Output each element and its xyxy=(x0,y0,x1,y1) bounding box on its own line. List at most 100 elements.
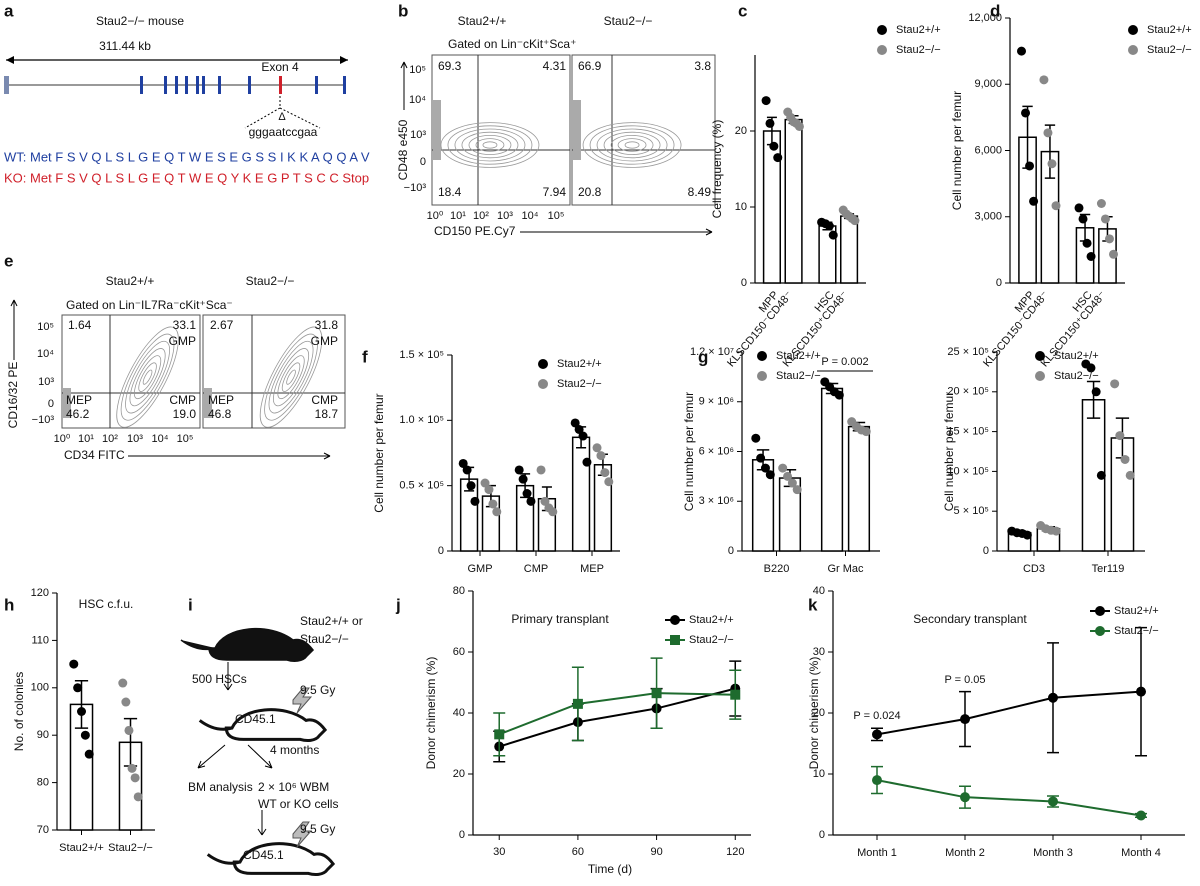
data-point xyxy=(1043,128,1053,138)
label: 20 × 10⁵ xyxy=(947,386,989,398)
label: BM analysis xyxy=(188,780,253,794)
data-point xyxy=(1039,75,1049,85)
label: −10³ xyxy=(404,182,427,194)
data-point xyxy=(1115,431,1125,441)
data-point xyxy=(596,451,606,461)
marker xyxy=(1048,692,1058,703)
contour xyxy=(116,326,179,428)
label: Secondary transplant xyxy=(913,612,1027,626)
legend-marker xyxy=(538,379,548,389)
label: 2.67 xyxy=(210,318,234,332)
data-point xyxy=(592,443,602,453)
data-point xyxy=(518,474,528,484)
label: 10³ xyxy=(497,210,513,222)
legend-marker xyxy=(877,25,887,35)
plot-frame xyxy=(571,54,716,206)
mouse xyxy=(206,842,336,877)
data-point xyxy=(834,390,844,400)
label: Stau2−/− xyxy=(776,370,821,382)
data-point xyxy=(466,481,476,491)
label: 500 HSCs xyxy=(192,672,247,686)
label: 8.49 xyxy=(688,185,712,199)
label: Stau2+/+ xyxy=(557,358,602,370)
data-point xyxy=(130,773,140,783)
label: 19.0 xyxy=(173,407,197,421)
label: 9.5 Gy xyxy=(300,822,335,836)
contour xyxy=(129,348,166,407)
label: 10⁵ xyxy=(177,433,194,445)
contour xyxy=(268,340,314,414)
contour xyxy=(133,355,162,400)
contour xyxy=(454,128,526,162)
label: 0 xyxy=(459,829,465,841)
label: 3 × 10⁶ xyxy=(699,495,734,507)
label: 40 xyxy=(813,585,825,597)
data-point xyxy=(462,465,472,475)
legend-marker xyxy=(757,371,767,381)
label: 10⁴ xyxy=(152,433,169,445)
label: Donor chimerism (%) xyxy=(807,657,821,770)
data-point xyxy=(1086,252,1096,261)
data-point xyxy=(514,465,524,475)
label: 25 × 10⁵ xyxy=(947,346,989,358)
label: 100 xyxy=(31,682,49,694)
label: CD48 e450 xyxy=(396,119,410,180)
marker xyxy=(872,775,882,786)
contour xyxy=(610,134,654,155)
label: Cell frequency (%) xyxy=(710,120,724,219)
label: 2 × 10⁶ WBM xyxy=(258,780,329,794)
legend-marker xyxy=(1035,351,1045,361)
label: Stau2−/− xyxy=(557,378,602,390)
data-point xyxy=(540,496,550,506)
label: 90 xyxy=(37,729,49,741)
data-point xyxy=(600,468,610,478)
label: Cell number per femur xyxy=(942,392,956,511)
legend-marker xyxy=(1035,371,1045,381)
label: 1.2 × 10⁷ xyxy=(690,346,734,358)
data-point xyxy=(1086,363,1096,373)
contour xyxy=(582,122,682,168)
axis-arrow xyxy=(400,61,408,110)
legend-marker xyxy=(877,45,887,55)
marker xyxy=(872,729,882,740)
contour xyxy=(447,125,533,165)
label: 120 xyxy=(31,587,49,599)
label: 20 xyxy=(735,125,747,137)
plot-frame xyxy=(202,314,346,429)
label: 30 xyxy=(493,846,505,858)
data-point xyxy=(536,465,546,475)
contour xyxy=(281,362,301,392)
label: h xyxy=(4,595,14,614)
label: 10⁴ xyxy=(37,348,54,360)
label: Stau2−/− xyxy=(246,274,295,288)
data-point xyxy=(760,463,770,473)
label: Stau2+/+ xyxy=(689,614,734,626)
data-point xyxy=(1029,196,1039,206)
data-point xyxy=(1091,387,1101,397)
label: GMP xyxy=(169,334,196,348)
label: 3.8 xyxy=(694,59,711,73)
data-point xyxy=(480,478,490,488)
legend-marker xyxy=(670,635,680,645)
label: 10⁵ xyxy=(37,321,54,333)
contour xyxy=(475,138,505,152)
label: Stau2+/+ xyxy=(59,842,104,854)
series-line xyxy=(876,690,1142,736)
label: 33.1 xyxy=(173,318,197,332)
label: Primary transplant xyxy=(511,612,609,626)
plot-frame xyxy=(61,314,201,429)
label: 46.8 xyxy=(208,407,232,421)
label: 40 xyxy=(453,707,465,719)
label: 3,000 xyxy=(974,211,1002,223)
label: KO: Met F S V Q L S L G E Q T W E Q Y K … xyxy=(4,170,369,185)
label: 0 xyxy=(438,545,444,557)
label: 0.5 × 10⁵ xyxy=(399,480,444,492)
label: 66.9 xyxy=(578,59,602,73)
label: 46.2 xyxy=(66,407,90,421)
marker xyxy=(494,729,505,740)
label: 80 xyxy=(453,585,465,597)
data-point xyxy=(751,433,761,443)
contour xyxy=(482,141,498,149)
label: 18.7 xyxy=(315,407,339,421)
